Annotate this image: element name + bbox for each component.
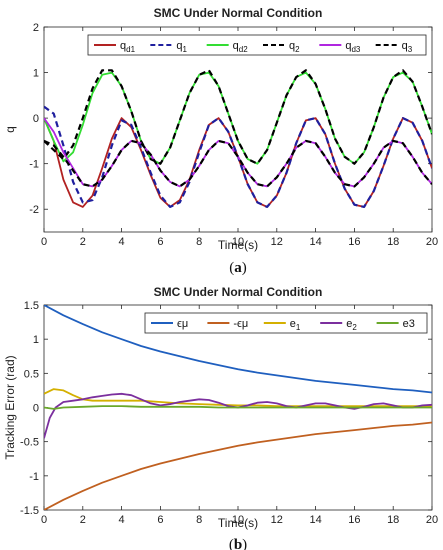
x-tick-label: 6 [157, 236, 163, 248]
x-tick-label: 14 [309, 514, 321, 526]
x-tick-label: 18 [387, 236, 399, 248]
series-line-e3 [44, 405, 432, 410]
series-line-q3 [44, 139, 432, 188]
x-tick-label: 8 [196, 514, 202, 526]
y-tick-label: 1.5 [24, 300, 39, 312]
legend-box [87, 34, 427, 56]
series-line-qd2 [44, 71, 432, 165]
legend-label: e2 [346, 318, 357, 332]
caption-letter: a [234, 260, 242, 276]
y-tick-label: -2 [29, 204, 39, 216]
legend-label-subscript: d2 [239, 45, 248, 54]
x-tick-label: 16 [348, 236, 360, 248]
y-tick-label: 0 [33, 113, 39, 125]
x-tick-label: 10 [232, 514, 244, 526]
legend-label-subscript: 3 [408, 45, 413, 54]
x-tick-label: 16 [348, 514, 360, 526]
series-line-q2 [44, 69, 432, 165]
x-tick-label: 4 [119, 236, 125, 248]
legend-label-subscript: d1 [126, 45, 135, 54]
legend-label-subscript: 1 [296, 323, 301, 332]
x-tick-label: 12 [271, 236, 283, 248]
legend-label: q3 [402, 40, 413, 54]
legend-label: e1 [290, 318, 301, 332]
panel-caption: (a) [229, 260, 247, 276]
x-tick-label: 4 [119, 514, 125, 526]
chart-title: SMC Under Normal Condition [154, 285, 323, 299]
legend-label-subscript: 1 [182, 45, 187, 54]
x-axis-label: Time(s) [218, 238, 258, 252]
legend-label-subscript: 2 [295, 45, 300, 54]
caption-paren-open: ( [229, 260, 234, 276]
chart-title: SMC Under Normal Condition [154, 6, 323, 20]
y-tick-label: 2 [33, 22, 39, 34]
caption-letter: b [234, 537, 242, 550]
plot-area [44, 305, 432, 510]
plot-area [44, 69, 432, 208]
x-tick-label: 12 [271, 514, 283, 526]
x-tick-label: 20 [426, 236, 438, 248]
caption-paren-close: ) [242, 260, 247, 276]
y-tick-label: 0 [33, 403, 39, 415]
x-tick-label: 0 [41, 514, 47, 526]
legend-label-subscript: d3 [351, 45, 360, 54]
series-line- [44, 421, 432, 510]
legend-label-subscript: 2 [352, 323, 357, 332]
y-axis-label: q [3, 126, 17, 133]
legend: ϵμ -ϵμ e1 e2 e3 [144, 312, 428, 334]
x-tick-label: 10 [232, 236, 244, 248]
x-tick-label: 0 [41, 236, 47, 248]
panel-caption: (b) [229, 537, 247, 550]
y-tick-label: -1.5 [20, 505, 39, 517]
x-axis-label: Time(s) [218, 516, 258, 530]
caption-paren-close: ) [242, 537, 247, 550]
legend-label: q1 [176, 40, 187, 54]
series-line- [44, 305, 432, 394]
y-tick-label: 0.5 [24, 368, 39, 380]
x-tick-label: 2 [80, 236, 86, 248]
y-tick-label: 1 [33, 68, 39, 80]
x-tick-label: 2 [80, 514, 86, 526]
caption-paren-open: ( [229, 537, 234, 550]
y-tick-label: -0.5 [20, 437, 39, 449]
y-tick-label: 1 [33, 334, 39, 346]
x-tick-label: 14 [309, 236, 321, 248]
legend-label: e3 [403, 318, 415, 330]
legend-label: ϵμ [177, 318, 188, 330]
x-tick-label: 8 [196, 236, 202, 248]
legend: qd1 q1 qd2 q2 qd3 q3 [87, 34, 427, 56]
legend-label: -ϵμ [233, 318, 248, 330]
y-tick-label: -1 [29, 159, 39, 171]
y-axis-label: Tracking Error (rad) [3, 355, 17, 459]
x-tick-label: 6 [157, 514, 163, 526]
series-line-e1 [44, 388, 432, 408]
legend-label: q2 [289, 40, 300, 54]
x-tick-label: 18 [387, 514, 399, 526]
legend-box [144, 312, 428, 334]
x-tick-label: 20 [426, 514, 438, 526]
y-tick-label: -1 [29, 471, 39, 483]
